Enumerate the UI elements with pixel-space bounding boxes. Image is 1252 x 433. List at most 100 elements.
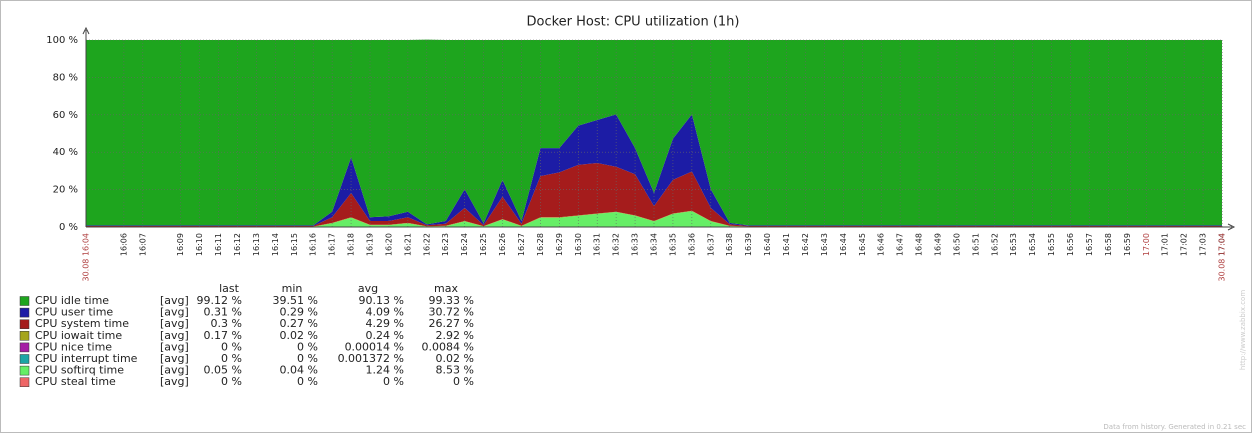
legend-last: 99.12 % <box>197 294 242 307</box>
legend-swatch <box>19 296 30 306</box>
legend-header: avg <box>358 282 378 295</box>
x-tick-label: 16:52 <box>990 233 999 256</box>
legend-min: 0.27 % <box>280 317 318 330</box>
legend-min: 0.04 % <box>280 364 318 377</box>
legend-max: 30.72 % <box>429 306 474 319</box>
legend-swatch <box>19 365 30 376</box>
legend-swatch <box>19 354 30 364</box>
x-tick-label: 16:44 <box>839 233 848 256</box>
legend-max: 0.02 % <box>436 352 474 365</box>
watermark: http://www.zabbix.com <box>1239 290 1247 370</box>
x-tick-label: 16:53 <box>1009 233 1018 256</box>
x-tick-label: 16:26 <box>498 233 507 256</box>
legend-last: 0.31 % <box>204 306 242 319</box>
legend-avg: 1.24 % <box>366 364 404 377</box>
x-tick-label: 16:06 <box>119 233 128 256</box>
y-tick-label: 0 % <box>59 222 78 233</box>
x-tick-label: 16:12 <box>233 233 242 256</box>
x-tick-label: 16:30 <box>574 233 583 256</box>
x-tick-label: 16:28 <box>536 233 545 256</box>
legend-name: CPU iowait time <box>35 329 122 342</box>
x-tick-label: 16:58 <box>1104 233 1113 256</box>
area <box>86 163 1222 227</box>
x-tick-label: 16:40 <box>763 233 772 256</box>
legend-min: 0 % <box>297 352 318 365</box>
legend-func: [avg] <box>160 317 189 330</box>
legend-avg: 0.24 % <box>366 329 404 342</box>
legend-name: CPU system time <box>35 317 129 330</box>
legend-header: last <box>219 282 240 295</box>
legend-max: 0 % <box>453 375 474 388</box>
legend-swatch <box>19 319 30 329</box>
legend-swatch <box>19 377 30 387</box>
x-tick-label: 17:02 <box>1180 233 1189 256</box>
x-tick-label: 16:41 <box>782 233 791 256</box>
legend-func: [avg] <box>160 364 189 377</box>
chart-title: Docker Host: CPU utilization (1h) <box>527 15 740 30</box>
x-tick-label: 16:18 <box>347 233 356 256</box>
x-tick-label: 16:09 <box>176 233 185 256</box>
x-tick-label: 16:43 <box>820 233 829 256</box>
x-tick-label: 16:16 <box>309 233 318 256</box>
area <box>86 114 1222 226</box>
legend-max: 2.92 % <box>436 329 474 342</box>
legend-avg: 0.001372 % <box>338 352 404 365</box>
x-tick-label: 16:23 <box>441 233 450 256</box>
x-tick-label: 16:32 <box>612 233 621 256</box>
legend-func: [avg] <box>160 306 189 319</box>
legend-swatch <box>19 307 30 318</box>
x-tick-label: 16:24 <box>460 233 469 256</box>
legend-min: 0.29 % <box>280 306 318 319</box>
legend-last: 0 % <box>221 352 242 365</box>
legend-header: max <box>434 282 458 295</box>
x-tick-label: 16:29 <box>555 233 564 256</box>
x-tick-label: 16:21 <box>403 233 412 256</box>
x-tick-label: 17:04 <box>1218 233 1227 256</box>
legend-last: 0.05 % <box>204 364 242 377</box>
legend-avg: 4.09 % <box>366 306 404 319</box>
axis-arrow <box>82 26 90 35</box>
legend-min: 0.02 % <box>280 329 318 342</box>
x-tick-label: 16:31 <box>593 233 602 256</box>
legend-func: [avg] <box>160 340 189 353</box>
legend-func: [avg] <box>160 294 189 307</box>
x-tick-label: 16:59 <box>1123 233 1132 256</box>
x-tick-label: 17:03 <box>1199 233 1208 256</box>
x-tick-label: 16:49 <box>934 233 943 256</box>
x-tick-label: 16:37 <box>706 233 715 256</box>
x-tick-label: 16:07 <box>138 233 147 256</box>
x-tick-label: 16:57 <box>1085 233 1094 256</box>
x-tick-label: 16:19 <box>366 233 375 256</box>
y-tick-label: 60 % <box>53 110 78 121</box>
x-tick-label: 16:56 <box>1066 233 1075 256</box>
legend-func: [avg] <box>160 329 189 342</box>
footer: Data from history. Generated in 0.21 sec <box>1103 423 1246 431</box>
axis-arrow <box>1227 223 1236 231</box>
legend-name: CPU idle time <box>35 294 109 307</box>
x-tick-label: 16:15 <box>290 233 299 256</box>
legend-name: CPU interrupt time <box>35 352 138 365</box>
x-tick-label: 16:38 <box>725 233 734 256</box>
x-tick-label: 16:55 <box>1047 233 1056 256</box>
legend-max: 8.53 % <box>436 364 474 377</box>
legend-name: CPU steal time <box>35 375 116 388</box>
x-tick-label: 16:33 <box>631 233 640 256</box>
legend-last: 0.3 % <box>211 317 242 330</box>
legend-avg: 90.13 % <box>359 294 404 307</box>
x-tick-label: 30.08 16:04 <box>82 233 91 282</box>
x-tick-label: 16:27 <box>517 233 526 256</box>
legend-name: CPU user time <box>35 306 113 319</box>
x-tick-label: 16:42 <box>801 233 810 256</box>
y-tick-label: 40 % <box>53 147 78 158</box>
legend-header: min <box>282 282 303 295</box>
legend-swatch <box>19 331 30 341</box>
legend-func: [avg] <box>160 352 189 365</box>
y-tick-label: 80 % <box>53 72 78 83</box>
legend-name: CPU nice time <box>35 340 112 353</box>
x-tick-label: 16:35 <box>668 233 677 256</box>
legend-min: 0 % <box>297 340 318 353</box>
legend-avg: 0.00014 % <box>345 340 404 353</box>
legend-func: [avg] <box>160 375 189 388</box>
x-tick-label: 16:46 <box>877 233 886 256</box>
